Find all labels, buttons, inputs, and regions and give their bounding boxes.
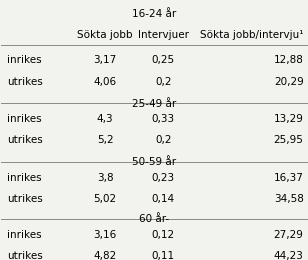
Text: 16-24 år: 16-24 år [132,9,176,19]
Text: 0,33: 0,33 [152,114,175,124]
Text: 34,58: 34,58 [274,194,304,204]
Text: 60 år-: 60 år- [139,214,169,224]
Text: 3,8: 3,8 [97,173,113,183]
Text: utrikes: utrikes [7,251,43,260]
Text: utrikes: utrikes [7,194,43,204]
Text: inrikes: inrikes [7,55,42,66]
Text: 0,14: 0,14 [152,194,175,204]
Text: 0,25: 0,25 [152,55,175,66]
Text: 0,11: 0,11 [152,251,175,260]
Text: 4,3: 4,3 [97,114,113,124]
Text: 0,12: 0,12 [152,230,175,240]
Text: 5,2: 5,2 [97,135,113,145]
Text: 25-49 år: 25-49 år [132,99,176,109]
Text: inrikes: inrikes [7,230,42,240]
Text: utrikes: utrikes [7,77,43,87]
Text: Intervjuer: Intervjuer [138,30,189,40]
Text: 0,23: 0,23 [152,173,175,183]
Text: 5,02: 5,02 [94,194,117,204]
Text: 27,29: 27,29 [274,230,304,240]
Text: Sökta jobb: Sökta jobb [77,30,133,40]
Text: 16,37: 16,37 [274,173,304,183]
Text: 50-59 år: 50-59 år [132,157,176,167]
Text: 12,88: 12,88 [274,55,304,66]
Text: utrikes: utrikes [7,135,43,145]
Text: 13,29: 13,29 [274,114,304,124]
Text: 3,16: 3,16 [94,230,117,240]
Text: 3,17: 3,17 [94,55,117,66]
Text: 4,06: 4,06 [94,77,117,87]
Text: 0,2: 0,2 [155,135,172,145]
Text: 25,95: 25,95 [274,135,304,145]
Text: 4,82: 4,82 [94,251,117,260]
Text: Sökta jobb/intervju¹: Sökta jobb/intervju¹ [200,30,304,40]
Text: 44,23: 44,23 [274,251,304,260]
Text: 20,29: 20,29 [274,77,304,87]
Text: 0,2: 0,2 [155,77,172,87]
Text: inrikes: inrikes [7,114,42,124]
Text: inrikes: inrikes [7,173,42,183]
